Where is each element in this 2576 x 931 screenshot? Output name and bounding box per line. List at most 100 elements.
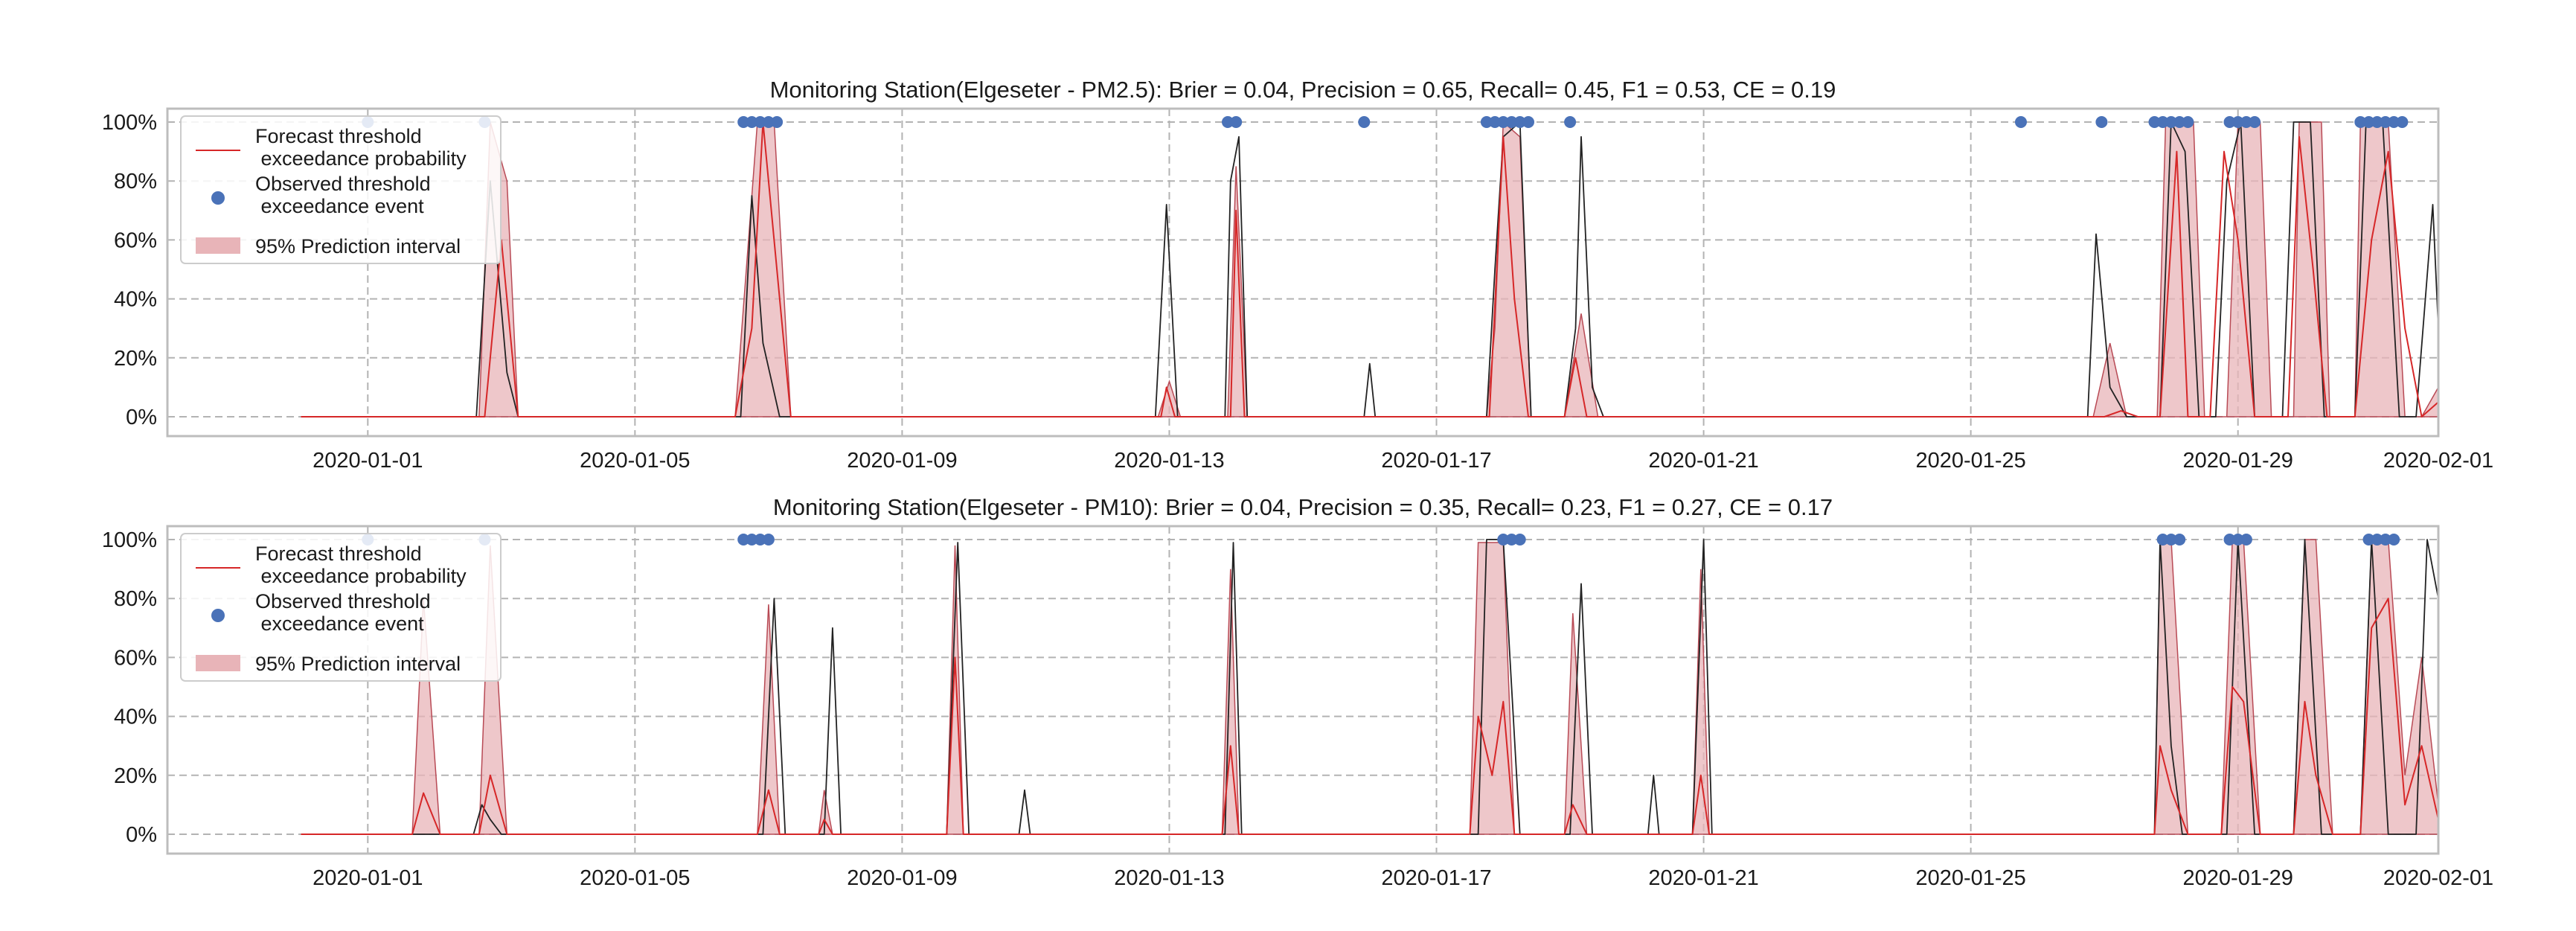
exceedance-event-point — [762, 534, 775, 546]
x-tick-label: 2020-01-25 — [1915, 449, 2025, 473]
plot-frame — [166, 525, 2440, 855]
exceedance-event-point — [2173, 534, 2186, 546]
y-tick-label: 0% — [126, 823, 157, 847]
legend-forecast-label: Forecast threshold exceedance probabilit… — [255, 543, 467, 587]
y-tick-label: 40% — [114, 706, 157, 729]
exceedance-event-point — [2156, 534, 2169, 546]
y-tick-label: 60% — [114, 228, 157, 252]
exceedance-event-point — [1497, 116, 1510, 128]
x-tick-label: 2020-01-21 — [1648, 866, 1758, 890]
panel-title: Monitoring Station(Elgeseter - PM2.5): B… — [770, 77, 1836, 103]
exceedance-event-point — [2371, 116, 2383, 128]
exceedance-event-point — [754, 116, 766, 128]
exceedance-event-point — [746, 534, 758, 546]
exceedance-event-point — [1505, 116, 1518, 128]
exceedance-event-point — [2173, 116, 2186, 128]
exceedance-event-point — [737, 534, 750, 546]
legend-label-line: Observed threshold — [255, 590, 431, 612]
exceedance-event-point — [1489, 116, 1502, 128]
legend-label-line: exceedance probability — [255, 565, 467, 587]
exceedance-event-point — [2148, 116, 2161, 128]
pm10-panel: Monitoring Station(Elgeseter - PM10): Br… — [102, 494, 2493, 890]
prediction-interval-area — [301, 121, 2439, 417]
exceedance-event-point — [1230, 116, 1243, 128]
x-tick-label: 2020-02-01 — [2383, 866, 2493, 890]
forecast-series-line — [301, 598, 2439, 835]
exceedance-event-point — [746, 116, 758, 128]
forecast-line — [301, 121, 2439, 417]
x-tick-label: 2020-02-01 — [2383, 449, 2493, 473]
legend-event-label: Observed threshold exceedance event — [255, 590, 431, 635]
exceedance-event-point — [2240, 534, 2252, 546]
exceedance-event-point — [2223, 534, 2236, 546]
y-tick-label: 80% — [114, 587, 157, 611]
legend-label-line: Observed threshold — [255, 173, 431, 195]
exceedance-event-point — [754, 534, 766, 546]
exceedance-event-point — [2240, 116, 2252, 128]
legend-interval-swatch — [196, 237, 240, 254]
legend-label-line: exceedance event — [255, 195, 424, 217]
exceedance-event-point — [2388, 116, 2400, 128]
x-tick-label: 2020-01-17 — [1381, 449, 1491, 473]
legend-forecast-label: Forecast threshold exceedance probabilit… — [255, 125, 467, 170]
observed-line — [301, 121, 2439, 417]
exceedance-event-point — [2156, 116, 2169, 128]
grid-lines — [167, 526, 2439, 854]
exceedance-event-point — [2388, 534, 2400, 546]
exceedance-event-point — [2362, 534, 2375, 546]
legend-interval-label: 95% Prediction interval — [255, 653, 461, 675]
exceedance-event-point — [2371, 534, 2383, 546]
prediction-interval-band — [301, 121, 2439, 417]
y-tick-label: 60% — [114, 646, 157, 670]
legend-label-line: exceedance event — [255, 612, 424, 635]
x-tick-label: 2020-01-01 — [313, 866, 423, 890]
legend-event-swatch — [211, 191, 225, 205]
pm25-panel: Monitoring Station(Elgeseter - PM2.5): B… — [102, 77, 2493, 473]
legend-label-line: exceedance probability — [255, 147, 467, 170]
panel-title: Monitoring Station(Elgeseter - PM10): Br… — [773, 494, 1833, 520]
prediction-interval-band — [301, 539, 2439, 835]
exceedance-event-point — [2182, 116, 2194, 128]
exceedance-event-point — [1497, 534, 1510, 546]
exceedance-event-point — [2231, 116, 2244, 128]
legend-label-line: Forecast threshold — [255, 543, 422, 565]
exceedance-event-point — [2095, 116, 2108, 128]
exceedance-event-point — [1513, 116, 1526, 128]
plot-frame — [166, 107, 2440, 438]
exceedance-event-point — [2231, 534, 2244, 546]
x-tick-label: 2020-01-13 — [1114, 866, 1224, 890]
legend-interval-label: 95% Prediction interval — [255, 235, 461, 257]
x-tick-label: 2020-01-29 — [2183, 449, 2293, 473]
x-tick-label: 2020-01-01 — [313, 449, 423, 473]
x-tick-label: 2020-01-05 — [580, 866, 690, 890]
observed-series-line — [301, 121, 2439, 417]
forecast-series-line — [301, 121, 2439, 417]
observed-series-line — [301, 539, 2439, 835]
x-tick-label: 2020-01-09 — [847, 449, 957, 473]
exceedance-event-point — [2165, 116, 2177, 128]
x-tick-label: 2020-01-13 — [1114, 449, 1224, 473]
exceedance-events — [362, 534, 2400, 546]
y-axis-ticks: 0% 20% 40% 60% 80% 100% — [102, 111, 157, 429]
legend-box — [180, 115, 502, 264]
y-tick-label: 20% — [114, 347, 157, 371]
legend-event-label: Observed threshold exceedance event — [255, 173, 431, 217]
exceedance-event-point — [1522, 116, 1534, 128]
observed-line — [301, 539, 2439, 835]
legend: Forecast threshold exceedance probabilit… — [180, 533, 502, 682]
forecast-line — [301, 598, 2439, 835]
prediction-interval-area — [301, 539, 2439, 835]
exceedance-event-point — [2223, 116, 2236, 128]
exceedance-event-point — [771, 116, 784, 128]
exceedance-event-point — [737, 116, 750, 128]
x-tick-label: 2020-01-21 — [1648, 449, 1758, 473]
legend-interval-swatch — [196, 655, 240, 671]
exceedance-event-point — [1480, 116, 1493, 128]
x-tick-label: 2020-01-17 — [1381, 866, 1491, 890]
exceedance-event-point — [1564, 116, 1577, 128]
legend: Forecast threshold exceedance probabilit… — [180, 115, 502, 264]
x-tick-label: 2020-01-09 — [847, 866, 957, 890]
exceedance-event-point — [2354, 116, 2367, 128]
x-tick-label: 2020-01-05 — [580, 449, 690, 473]
